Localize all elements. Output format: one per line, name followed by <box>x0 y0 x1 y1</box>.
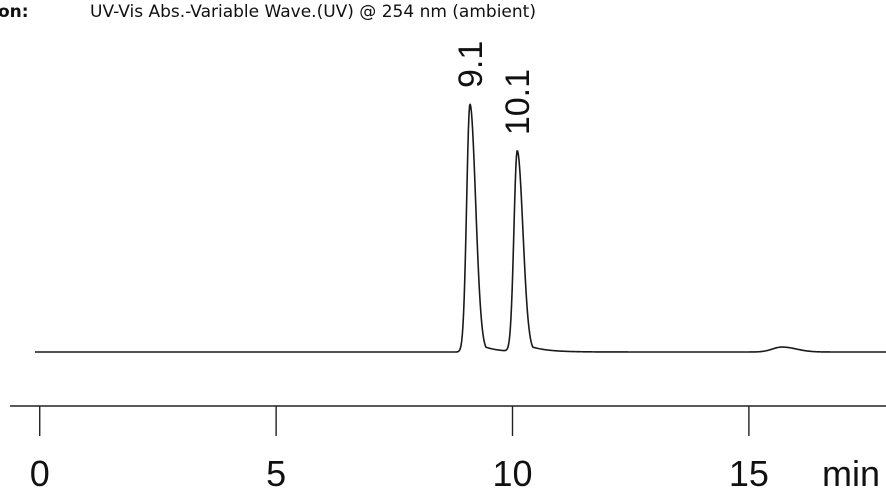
x-axis-unit-label: min <box>822 453 880 492</box>
x-tick-label-15: 15 <box>729 453 769 492</box>
peak-label-9.1: 9.1 <box>452 41 490 88</box>
chromatogram-trace <box>34 103 886 353</box>
x-axis-ticks: 0 5 10 15 <box>30 406 769 492</box>
x-tick-label-10: 10 <box>492 453 532 492</box>
peak-label-10.1: 10.1 <box>499 69 537 135</box>
detector-label: on: <box>0 2 29 22</box>
chart-header: on: UV-Vis Abs.-Variable Wave.(UV) @ 254… <box>0 2 886 28</box>
detector-description: UV-Vis Abs.-Variable Wave.(UV) @ 254 nm … <box>90 2 536 22</box>
x-tick-label-0: 0 <box>30 453 50 492</box>
x-tick-label-5: 5 <box>266 453 286 492</box>
peak-labels: 9.110.1 <box>452 41 537 135</box>
